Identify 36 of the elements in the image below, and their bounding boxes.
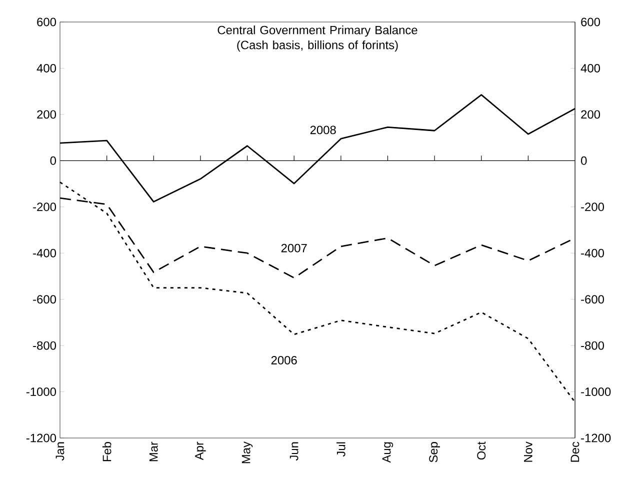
x-tick-label: Mar xyxy=(149,442,158,462)
x-tick-label: Apr xyxy=(195,442,206,460)
y-tick-label: -600 xyxy=(33,295,56,304)
y2-tick-label: 400 xyxy=(580,64,600,72)
x-tick-label: Sep xyxy=(429,442,440,462)
series-label: 2008 xyxy=(310,126,336,134)
y2-tick-label: -1000 xyxy=(581,388,611,396)
y2-tick-label: 600 xyxy=(581,18,600,26)
x-tick-label: Jan xyxy=(56,442,64,461)
y-tick-label: -800 xyxy=(33,341,56,350)
y-tick-label: 0 xyxy=(50,156,56,165)
x-tick-label: Jul xyxy=(336,442,346,457)
x-tick-label: Dec xyxy=(570,442,580,462)
y2-tick-label: -1200 xyxy=(581,434,611,442)
x-tick-label: May xyxy=(242,442,253,464)
y2-tick-label: -600 xyxy=(581,295,604,304)
x-tick-label: Oct xyxy=(477,442,486,460)
text: Central Government Primary Balance (Cash basis, billions of forints) xyxy=(218,26,418,52)
y-tick-label: -1200 xyxy=(26,434,56,442)
x-tick-label: Nov xyxy=(524,442,532,462)
y-tick-label: 600 xyxy=(37,18,56,26)
y-tick-label: 200 xyxy=(37,110,56,119)
y2-tick-label: -400 xyxy=(581,248,604,258)
x-tick-label: Feb xyxy=(102,442,112,462)
series-label: 2006 xyxy=(271,356,297,364)
y-tick-label: -400 xyxy=(33,248,56,258)
y2-tick-label: -800 xyxy=(581,341,604,350)
y-tick-label: -200 xyxy=(33,202,56,212)
y2-tick-label: 200 xyxy=(581,110,600,119)
y2-tick-label: -200 xyxy=(581,202,604,212)
x-tick-label: Jun xyxy=(290,442,298,461)
x-tick-label: Aug xyxy=(382,442,394,463)
y2-tick-label: 0 xyxy=(581,156,587,165)
y-tick-label: 400 xyxy=(36,64,56,72)
series-label: 2007 xyxy=(281,244,307,252)
y-tick-label: -1000 xyxy=(26,388,56,396)
